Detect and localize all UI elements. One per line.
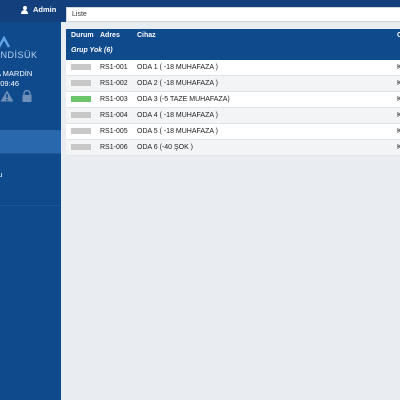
- location-text: A MARDİN: [0, 69, 33, 78]
- table-header: Durum Adres Cihaz C: [66, 29, 400, 44]
- user-icon: [21, 5, 28, 14]
- user-menu[interactable]: Admin: [21, 5, 56, 14]
- address-cell: RS1-003: [100, 95, 128, 103]
- device-cell: ODA 3 (-5 TAZE MUHAFAZA): [137, 95, 230, 103]
- status-indicator: [71, 128, 91, 134]
- header-extra[interactable]: C: [397, 32, 400, 39]
- extra-cell: K: [397, 111, 400, 119]
- device-cell: ODA 1 ( -18 MUHAFAZA ): [137, 63, 218, 71]
- status-indicator: [71, 64, 91, 70]
- device-cell: ODA 2 ( -18 MUHAFAZA ): [137, 79, 218, 87]
- status-indicator: [71, 144, 91, 150]
- device-cell: ODA 4 ( -18 MUHAFAZA ): [137, 111, 218, 119]
- logo-icon: [0, 36, 10, 48]
- address-cell: RS1-004: [100, 111, 128, 119]
- table-row[interactable]: RS1-002 ODA 2 ( -18 MUHAFAZA ) K: [66, 76, 400, 92]
- device-cell: ODA 6 (-40 ŞOK ): [137, 143, 194, 151]
- header-adres[interactable]: Adres: [100, 32, 120, 39]
- table-row[interactable]: RS1-004 ODA 4 ( -18 MUHAFAZA ) K: [66, 108, 400, 124]
- lock-icon[interactable]: [21, 90, 33, 102]
- extra-cell: K: [397, 63, 400, 71]
- datetime-text: 9 09:46: [0, 79, 20, 88]
- status-indicator: [71, 96, 91, 102]
- device-table: Durum Adres Cihaz C Grup Yok (6) RS1-001…: [66, 29, 400, 156]
- extra-cell: K: [397, 95, 400, 103]
- search-input[interactable]: Liste: [66, 7, 400, 22]
- device-cell: ODA 5 ( -18 MUHAFAZA ): [137, 127, 218, 135]
- header-cihaz[interactable]: Cihaz: [137, 32, 156, 39]
- sidebar: ENDİSÜK A MARDİN 9 09:46 ğu: [0, 22, 61, 400]
- address-cell: RS1-005: [100, 127, 128, 135]
- status-indicator: [71, 112, 91, 118]
- table-row[interactable]: RS1-003 ODA 3 (-5 TAZE MUHAFAZA) K: [66, 92, 400, 108]
- extra-cell: K: [397, 79, 400, 87]
- header-durum[interactable]: Durum: [71, 32, 94, 39]
- status-indicator: [71, 80, 91, 86]
- address-cell: RS1-001: [100, 63, 128, 71]
- extra-cell: K: [397, 127, 400, 135]
- sidebar-divider: [0, 205, 61, 206]
- sidebar-item-label[interactable]: ğu: [0, 170, 3, 179]
- user-name: Admin: [33, 5, 57, 14]
- address-cell: RS1-002: [100, 79, 128, 87]
- group-label: Grup Yok (6): [71, 47, 113, 54]
- sidebar-item-active[interactable]: [0, 130, 61, 153]
- brand-name: ENDİSÜK: [0, 50, 38, 60]
- group-row[interactable]: Grup Yok (6): [66, 44, 400, 60]
- table-row[interactable]: RS1-001 ODA 1 ( -18 MUHAFAZA ) K: [66, 60, 400, 76]
- warning-icon[interactable]: [0, 90, 14, 102]
- sidebar-divider: [0, 153, 61, 154]
- extra-cell: K: [397, 143, 400, 151]
- table-row[interactable]: RS1-006 ODA 6 (-40 ŞOK ) K: [66, 140, 400, 156]
- address-cell: RS1-006: [100, 143, 128, 151]
- table-row[interactable]: RS1-005 ODA 5 ( -18 MUHAFAZA ) K: [66, 124, 400, 140]
- status-icons: [0, 89, 40, 103]
